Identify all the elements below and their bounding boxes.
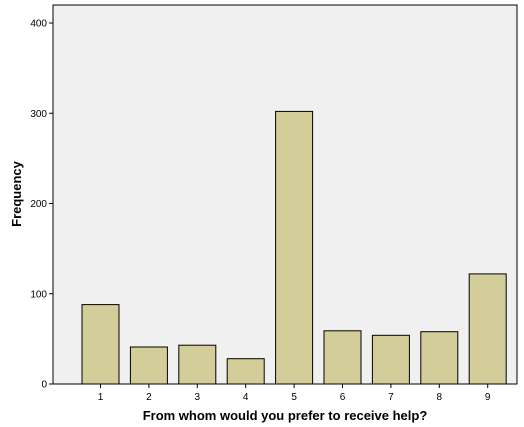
bar-4 — [226, 358, 265, 385]
bar-3 — [178, 344, 217, 385]
x-tick-label-1: 1 — [98, 392, 104, 403]
y-axis-title: Frequency — [9, 160, 24, 227]
x-tick-label-7: 7 — [388, 392, 394, 403]
x-tick-label-4: 4 — [243, 392, 249, 403]
y-tick-label-200: 200 — [30, 199, 47, 210]
x-axis-title: From whom would you prefer to receive he… — [143, 408, 428, 423]
x-tick-label-5: 5 — [291, 392, 297, 403]
x-tick-label-9: 9 — [485, 392, 491, 403]
y-tick-label-100: 100 — [30, 289, 47, 300]
bar-6 — [323, 330, 362, 385]
y-tick-label-0: 0 — [41, 380, 47, 391]
x-tick-label-8: 8 — [437, 392, 443, 403]
y-tick-label-400: 400 — [30, 19, 47, 30]
bar-2 — [129, 346, 168, 385]
bar-9 — [468, 273, 507, 385]
bars-group — [81, 110, 507, 385]
bar-8 — [420, 331, 459, 385]
y-axis-ticks: 0 100 200 300 400 — [30, 19, 53, 391]
x-axis-ticks: 1 2 3 4 5 6 7 8 9 — [98, 384, 491, 403]
x-tick-label-6: 6 — [340, 392, 346, 403]
bar-5 — [275, 110, 314, 385]
x-tick-label-3: 3 — [195, 392, 201, 403]
y-tick-label-300: 300 — [30, 109, 47, 120]
bar-7 — [371, 334, 410, 385]
x-tick-label-2: 2 — [146, 392, 152, 403]
bar-1 — [81, 304, 120, 385]
